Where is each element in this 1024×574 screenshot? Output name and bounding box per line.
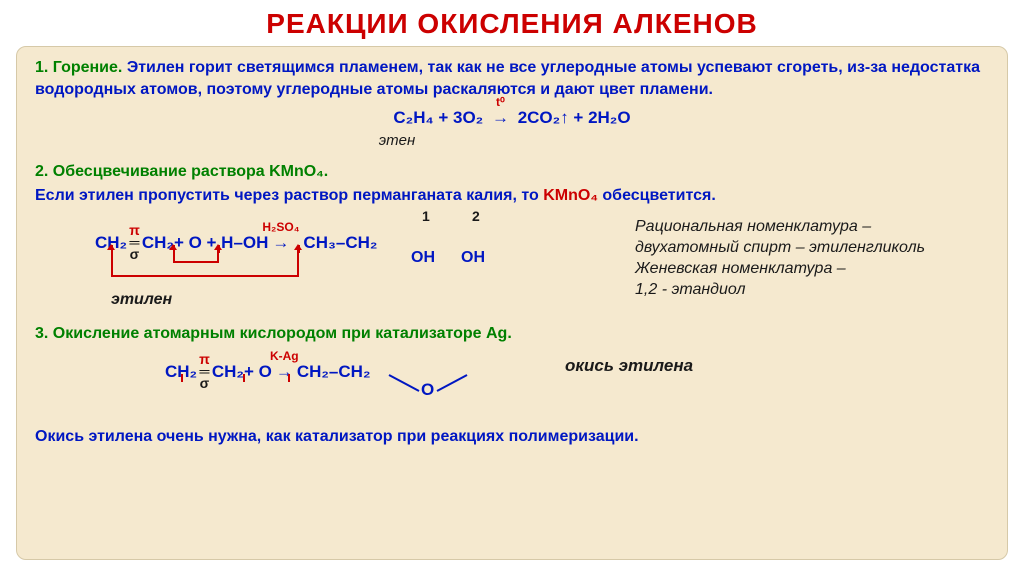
eq3-condition: K-Ag bbox=[270, 348, 299, 365]
eq3-formula: CH₂ π═σ CH₂ + O K-Ag → CH₂ – CH₂ bbox=[165, 354, 371, 390]
section2-text-a: Если этилен пропустить через раствор пер… bbox=[35, 187, 543, 204]
equation-kmno4: CH₂ π═σ CH₂ + O + H–OH H₂SO₄ → CH₃ – CH₂ bbox=[95, 217, 989, 313]
eq2-num1: 1 bbox=[422, 207, 430, 227]
final-statement: Окись этилена очень нужна, как катализат… bbox=[35, 426, 989, 448]
eq1-label: этен bbox=[0, 130, 989, 151]
section-atomic-o: 3. Окисление атомарным кислородом при ка… bbox=[35, 323, 989, 415]
equation-atomic-o: CH₂ π═σ CH₂ + O K-Ag → CH₂ – CH₂ O bbox=[165, 352, 989, 416]
section2-kmno4: KMnO₄ bbox=[543, 187, 598, 204]
content-panel: 1. Горение. Этилен горит светящимся плам… bbox=[16, 46, 1008, 560]
section3-heading: 3. Окисление атомарным кислородом при ка… bbox=[35, 323, 989, 345]
section2-heading: 2. Обесцвечивание раствора KMnO₄. bbox=[35, 161, 989, 183]
eq3-plus-o: + O bbox=[244, 360, 272, 384]
tick bbox=[181, 374, 183, 382]
eq1-rhs: 2CO₂↑ + 2H₂O bbox=[518, 108, 631, 127]
eq3-arrow: K-Ag → bbox=[272, 360, 297, 384]
eq3-label: окись этилена bbox=[565, 354, 693, 378]
eq2-description: Рациональная номенклатура – двухатомный … bbox=[635, 217, 925, 300]
eq3-ch2-c: CH₂ bbox=[297, 360, 329, 384]
eq2-oh1: OH bbox=[411, 247, 435, 269]
eq3-dash: – bbox=[329, 360, 338, 384]
arrow-up bbox=[107, 244, 115, 250]
eq1-arrow: t⁰ → bbox=[488, 106, 513, 130]
eq1-condition: t⁰ bbox=[496, 94, 505, 111]
slide: РЕАКЦИИ ОКИСЛЕНИЯ АЛКЕНОВ 1. Горение. Эт… bbox=[0, 0, 1024, 574]
eq3-ch2-d: CH₂ bbox=[338, 360, 370, 384]
eq1-lhs: C₂H₄ + 3O₂ bbox=[393, 108, 488, 127]
tick bbox=[288, 374, 290, 382]
eq3-double-bond: π═σ bbox=[199, 354, 210, 390]
eq2-ch2-c: CH₂ bbox=[345, 231, 377, 255]
eq2-desc2: двухатомный спирт – этиленгликоль bbox=[635, 238, 925, 259]
epoxide-line-left bbox=[389, 374, 420, 392]
eq3-ch2-b: CH₂ bbox=[212, 360, 244, 384]
section1-heading: 1. Горение. bbox=[35, 59, 122, 76]
eq3-oxygen: O bbox=[421, 378, 434, 402]
eq2-ethylene-label: этилен bbox=[111, 289, 172, 311]
arrow-up bbox=[294, 244, 302, 250]
tick bbox=[243, 374, 245, 382]
eq2-ch3: CH₃ bbox=[303, 231, 335, 255]
section-kmno4: 2. Обесцвечивание раствора KMnO₄. Если э… bbox=[35, 161, 989, 314]
section1-text: Этилен горит светящимся пламенем, так ка… bbox=[35, 59, 980, 98]
page-title: РЕАКЦИИ ОКИСЛЕНИЯ АЛКЕНОВ bbox=[0, 8, 1024, 40]
bracket-ch2-oh bbox=[111, 249, 299, 277]
section2-text: Если этилен пропустить через раствор пер… bbox=[35, 185, 989, 207]
section2-text-c: обесцветится. bbox=[602, 187, 715, 204]
title-bar: РЕАКЦИИ ОКИСЛЕНИЯ АЛКЕНОВ bbox=[0, 0, 1024, 46]
equation-combustion: C₂H₄ + 3O₂ t⁰ → 2CO₂↑ + 2H₂O bbox=[35, 106, 989, 130]
section-combustion: 1. Горение. Этилен горит светящимся плам… bbox=[35, 57, 989, 151]
epoxide-line-right bbox=[437, 374, 468, 392]
eq2-desc4: 1,2 - этандиол bbox=[635, 280, 925, 301]
eq2-dash: – bbox=[336, 231, 345, 255]
eq2-num2: 2 bbox=[472, 207, 480, 227]
eq2-desc1: Рациональная номенклатура – bbox=[635, 217, 925, 238]
eq2-oh2: OH bbox=[461, 247, 485, 269]
eq2-condition: H₂SO₄ bbox=[262, 219, 299, 236]
eq2-desc3: Женевская номенклатура – bbox=[635, 259, 925, 280]
